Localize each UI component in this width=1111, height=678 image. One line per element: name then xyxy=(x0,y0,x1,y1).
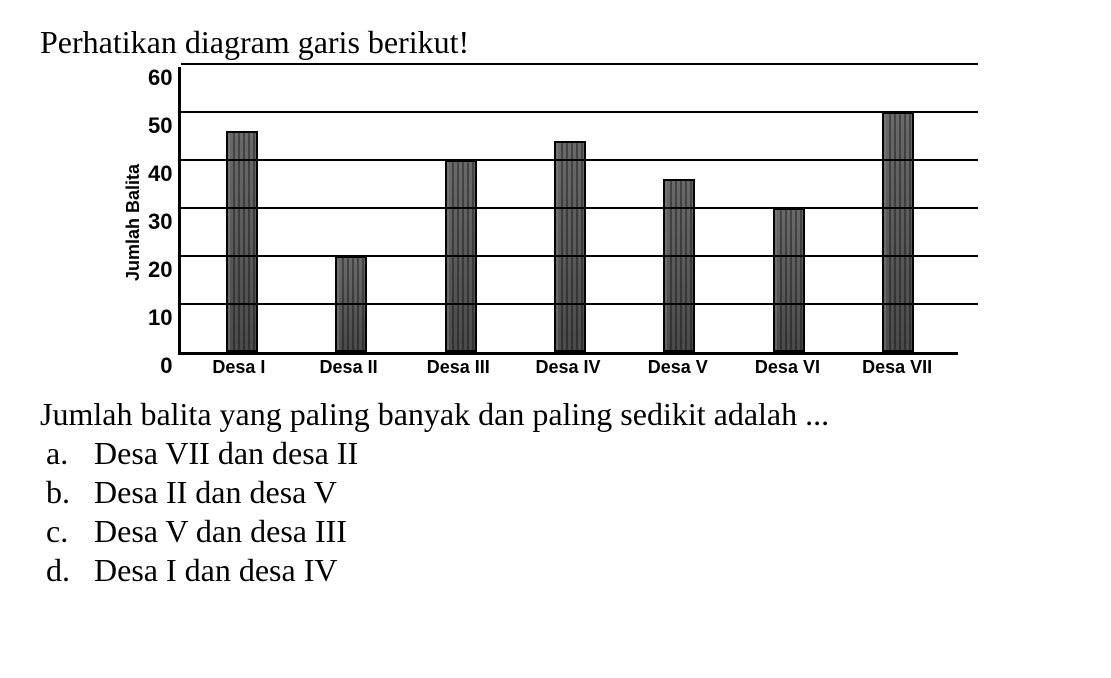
option-c-text: Desa V dan desa III xyxy=(94,513,347,550)
option-b: b. Desa II dan desa V xyxy=(40,474,1071,511)
chart-body: Jumlah Balita 60 50 40 30 20 10 0 xyxy=(120,67,1071,378)
gridline xyxy=(181,255,978,257)
option-b-letter: b. xyxy=(40,474,94,511)
axis-stack: 60 50 40 30 20 10 0 Desa IDesa IIDesa II… xyxy=(148,67,958,378)
plot-row: 60 50 40 30 20 10 0 xyxy=(148,67,958,355)
bar-slot xyxy=(515,67,624,352)
option-a: a. Desa VII dan desa II xyxy=(40,435,1071,472)
bar-slot xyxy=(625,67,734,352)
option-c-letter: c. xyxy=(40,513,94,550)
option-d-letter: d. xyxy=(40,552,94,589)
x-label: Desa VI xyxy=(733,357,843,378)
gridline xyxy=(181,63,978,65)
y-ticks: 60 50 40 30 20 10 0 xyxy=(148,67,178,355)
plot-area xyxy=(178,67,958,355)
y-axis-label-col: Jumlah Balita xyxy=(120,67,148,378)
x-label: Desa II xyxy=(294,357,404,378)
x-label: Desa III xyxy=(403,357,513,378)
x-label: Desa I xyxy=(184,357,294,378)
option-b-text: Desa II dan desa V xyxy=(94,474,337,511)
y-axis-label: Jumlah Balita xyxy=(124,164,145,281)
x-axis-labels: Desa IDesa IIDesa IIIDesa IVDesa VDesa V… xyxy=(178,355,958,378)
bar-slot xyxy=(187,67,296,352)
bar-slot xyxy=(734,67,843,352)
bar-desa-i xyxy=(226,131,258,352)
bar-desa-vi xyxy=(773,208,805,352)
question-text: Jumlah balita yang paling banyak dan pal… xyxy=(40,396,1071,433)
x-label: Desa VII xyxy=(842,357,952,378)
option-c: c. Desa V dan desa III xyxy=(40,513,1071,550)
page-title: Perhatikan diagram garis berikut! xyxy=(40,24,1071,61)
bar-slot xyxy=(406,67,515,352)
option-d: d. Desa I dan desa IV xyxy=(40,552,1071,589)
option-a-letter: a. xyxy=(40,435,94,472)
gridline xyxy=(181,207,978,209)
bar-desa-v xyxy=(663,179,695,352)
gridline xyxy=(181,159,978,161)
x-label: Desa V xyxy=(623,357,733,378)
bars-container xyxy=(181,67,958,352)
bar-slot xyxy=(297,67,406,352)
option-d-text: Desa I dan desa IV xyxy=(94,552,337,589)
gridline xyxy=(181,303,978,305)
bar-desa-vii xyxy=(882,112,914,352)
x-label: Desa IV xyxy=(513,357,623,378)
gridline xyxy=(181,111,978,113)
option-a-text: Desa VII dan desa II xyxy=(94,435,358,472)
bar-slot xyxy=(843,67,952,352)
bar-chart: Jumlah Balita 60 50 40 30 20 10 0 xyxy=(100,67,1071,378)
bar-desa-iv xyxy=(554,141,586,352)
